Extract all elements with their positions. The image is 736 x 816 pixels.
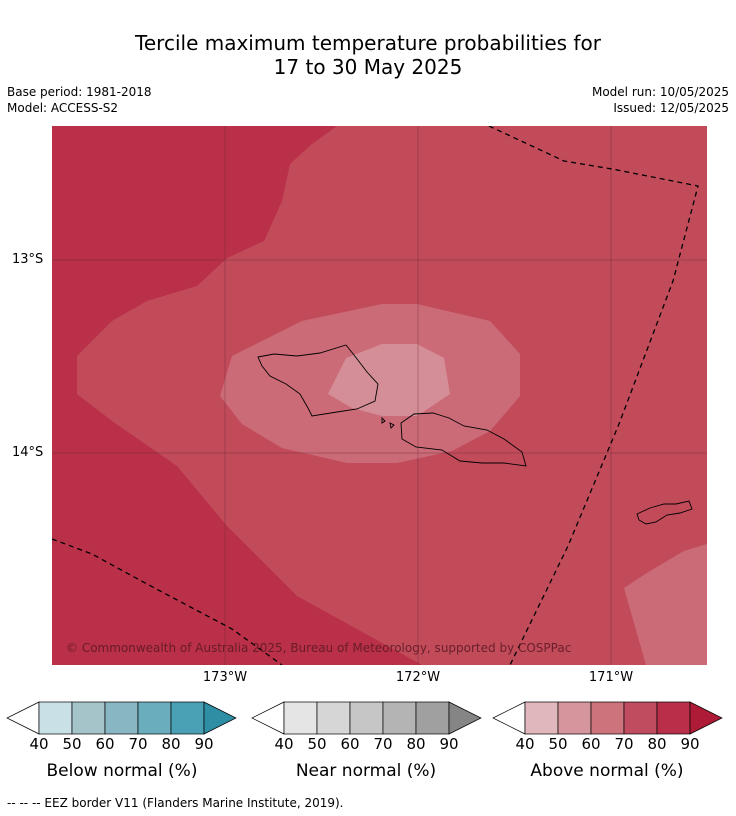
- colorbar-tick-label: 90: [194, 735, 214, 753]
- colorbar-swatch-50-60: [557, 701, 592, 735]
- colorbar-near-normal: [251, 701, 482, 735]
- lon-label-171w: 171°W: [588, 670, 634, 685]
- above-60-70-region-southeast: [624, 544, 707, 665]
- colorbar-swatches: [251, 701, 482, 735]
- colorbar-tick-label: 50: [62, 735, 82, 753]
- colorbar-swatch-70-80: [137, 701, 172, 735]
- meta-left: Base period: 1981-2018 Model: ACCESS-S2: [7, 84, 152, 116]
- colorbar-arrow-high: [689, 701, 723, 735]
- colorbar-swatch-70-80: [623, 701, 658, 735]
- colorbar-tick-label: 80: [647, 735, 667, 753]
- colorbar-tick-label: 50: [548, 735, 568, 753]
- colorbar-swatch-60-70: [104, 701, 139, 735]
- colorbar-tick-label: 60: [340, 735, 360, 753]
- colorbar-tick-label: 80: [161, 735, 181, 753]
- colorbar-tick-label: 90: [680, 735, 700, 753]
- colorbar-swatch-80-90: [656, 701, 691, 735]
- colorbar-below-normal: [6, 701, 237, 735]
- copyright-notice: © Commonwealth of Australia 2025, Bureau…: [66, 641, 572, 655]
- colorbar-swatch-70-80: [382, 701, 417, 735]
- savaii-island: [257, 344, 379, 417]
- colorbar-arrow-high: [203, 701, 237, 735]
- issued-date: Issued: 12/05/2025: [613, 101, 729, 115]
- probability-map: [52, 126, 707, 665]
- gridlines: [52, 126, 707, 665]
- meta-right: Model run: 10/05/2025 Issued: 12/05/2025: [592, 84, 729, 116]
- colorbar-label-above: Above normal (%): [530, 761, 684, 781]
- model-name: Model: ACCESS-S2: [7, 101, 119, 115]
- base-period: Base period: 1981-2018: [7, 85, 152, 99]
- colorbar-swatch-40-50: [524, 701, 559, 735]
- colorbar-label-near: Near normal (%): [295, 761, 437, 781]
- colorbar-tick-label: 90: [439, 735, 459, 753]
- colorbar-swatches: [6, 701, 237, 735]
- small-island-1: [381, 416, 386, 424]
- above-50-60-region: [328, 344, 450, 416]
- colorbar-tick-label: 70: [614, 735, 634, 753]
- eez-footnote: -- -- -- EEZ border V11 (Flanders Marine…: [7, 796, 344, 810]
- colorbar-swatch-60-70: [349, 701, 384, 735]
- colorbar-swatches: [492, 701, 723, 735]
- colorbar-tick-label: 60: [95, 735, 115, 753]
- colorbar-swatch-50-60: [316, 701, 351, 735]
- colorbar-arrow-low: [251, 701, 285, 735]
- title-line-1: Tercile maximum temperature probabilitie…: [135, 31, 601, 55]
- colorbar-tick-label: 80: [406, 735, 426, 753]
- colorbar-swatch-40-50: [38, 701, 73, 735]
- small-island-2: [389, 422, 395, 429]
- colorbar-tick-label: 40: [515, 735, 535, 753]
- lon-label-172w: 172°W: [395, 670, 441, 685]
- colorbar-arrow-high: [448, 701, 482, 735]
- colorbar-swatch-80-90: [415, 701, 450, 735]
- lon-label-173w: 173°W: [202, 670, 248, 685]
- tutuila-island: [636, 500, 693, 525]
- colorbar-tick-label: 70: [373, 735, 393, 753]
- eez-border: [52, 126, 699, 665]
- colorbar-swatch-40-50: [283, 701, 318, 735]
- colorbar-swatch-60-70: [590, 701, 625, 735]
- colorbar-tick-label: 40: [29, 735, 49, 753]
- colorbar-tick-label: 40: [274, 735, 294, 753]
- colorbar-arrow-low: [492, 701, 526, 735]
- colorbar-tick-label: 60: [581, 735, 601, 753]
- colorbar-tick-label: 70: [128, 735, 148, 753]
- lat-label-13s: 13°S: [12, 252, 44, 267]
- island-outlines: [257, 344, 693, 525]
- chart-title: Tercile maximum temperature probabilitie…: [0, 31, 736, 79]
- colorbar-arrow-low: [6, 701, 40, 735]
- lat-label-14s: 14°S: [12, 445, 44, 460]
- model-run: Model run: 10/05/2025: [591, 85, 729, 99]
- colorbar-tick-label: 50: [307, 735, 327, 753]
- colorbar-swatch-80-90: [170, 701, 205, 735]
- colorbar-swatch-50-60: [71, 701, 106, 735]
- colorbar-above-normal: [492, 701, 723, 735]
- title-line-2: 17 to 30 May 2025: [273, 55, 463, 79]
- upolu-island: [400, 412, 527, 467]
- colorbar-label-below: Below normal (%): [46, 761, 198, 781]
